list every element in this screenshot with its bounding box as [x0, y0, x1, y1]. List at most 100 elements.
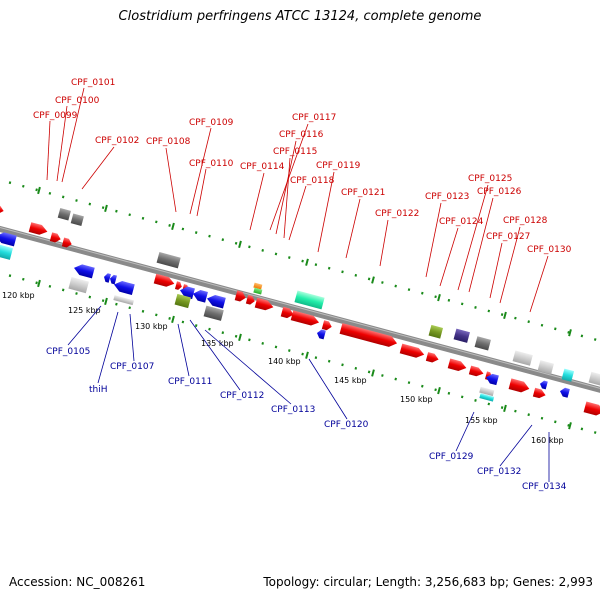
gene-feature-box[interactable] [474, 336, 491, 351]
gene-label[interactable]: CPF_0114 [240, 162, 285, 172]
forward-gene-arrow[interactable] [508, 378, 531, 394]
forward-gene-arrow[interactable] [280, 306, 295, 320]
lower-tick [554, 420, 557, 424]
forward-gene-arrow[interactable] [425, 352, 440, 364]
forward-gene-arrow[interactable] [468, 365, 485, 378]
gene-feature-box[interactable] [174, 293, 191, 309]
gene-feature-box[interactable] [156, 252, 181, 269]
forward-gene-arrow[interactable] [28, 222, 49, 236]
reverse-gene-arrow[interactable] [73, 263, 95, 279]
scale-label: 145 kbp [334, 376, 367, 385]
scale-label: 135 kbp [201, 339, 234, 348]
gene-feature-box[interactable] [70, 213, 84, 226]
reverse-gene-arrow[interactable] [113, 279, 135, 296]
major-tick [568, 422, 572, 430]
gene-label[interactable]: CPF_0111 [168, 377, 212, 387]
forward-gene-arrow[interactable] [532, 387, 547, 400]
gene-label[interactable]: CPF_0127 [486, 232, 530, 242]
lower-tick [208, 327, 211, 331]
reverse-gene-arrow[interactable] [103, 273, 111, 283]
gene-feature-box[interactable] [479, 386, 495, 397]
gene-label[interactable]: CPF_0126 [477, 187, 522, 197]
forward-gene-arrow[interactable] [447, 358, 468, 373]
gene-label[interactable]: CPF_0128 [503, 216, 548, 226]
gene-label[interactable]: CPF_0110 [189, 159, 234, 169]
forward-gene-arrow[interactable] [0, 204, 5, 215]
reverse-gene-arrow[interactable] [316, 329, 326, 340]
reverse-gene-arrow[interactable] [192, 288, 208, 303]
gene-label[interactable]: CPF_0122 [375, 209, 419, 219]
gene-label[interactable]: CPF_0113 [271, 405, 315, 415]
gene-feature-box[interactable] [203, 305, 224, 321]
forward-gene-arrow[interactable] [234, 290, 247, 302]
reverse-gene-arrow[interactable] [559, 387, 570, 398]
gene-feature-box[interactable] [113, 295, 134, 306]
gene-label[interactable]: CPF_0124 [439, 217, 484, 227]
reverse-gene-arrow[interactable] [206, 293, 226, 309]
gene-label[interactable]: CPF_0116 [279, 130, 324, 140]
gene-label[interactable]: CPF_0119 [316, 161, 361, 171]
reverse-gene-arrow[interactable] [539, 380, 548, 390]
forward-gene-arrow[interactable] [254, 297, 275, 312]
lower-tick [115, 302, 118, 306]
gene-feature-box[interactable] [57, 207, 71, 221]
gene-feature-box[interactable] [512, 350, 533, 366]
gene-label[interactable]: CPF_0109 [189, 118, 234, 128]
gene-feature-box[interactable] [479, 393, 495, 402]
gene-label[interactable]: CPF_0107 [110, 362, 154, 372]
lower-tick [514, 409, 517, 413]
forward-gene-arrow[interactable] [174, 281, 183, 290]
upper-tick [314, 263, 318, 267]
gene-label[interactable]: CPF_0120 [324, 420, 369, 430]
forward-gene-arrow[interactable] [321, 320, 333, 331]
genome-title: Clostridium perfringens ATCC 13124, comp… [118, 9, 482, 24]
gene-label[interactable]: CPF_0121 [341, 188, 385, 198]
gene-label[interactable]: CPF_0118 [290, 176, 335, 186]
gene-label[interactable]: CPF_0115 [273, 147, 317, 157]
gene-label[interactable]: CPF_0108 [146, 137, 191, 147]
gene-label[interactable]: CPF_0132 [477, 467, 521, 477]
forward-gene-arrow[interactable] [290, 310, 321, 327]
upper-tick [208, 234, 211, 238]
gene-label[interactable]: CPF_0105 [46, 347, 90, 357]
gene-label[interactable]: CPF_0123 [425, 192, 469, 202]
upper-tick [61, 195, 65, 199]
upper-tick [514, 316, 517, 320]
forward-gene-arrow[interactable] [339, 323, 399, 349]
gene-feature-box[interactable] [0, 243, 13, 260]
forward-gene-arrow[interactable] [583, 401, 600, 417]
reverse-gene-arrow[interactable] [0, 231, 17, 247]
forward-gene-arrow[interactable] [153, 273, 176, 289]
gene-feature-box[interactable] [588, 371, 600, 387]
forward-gene-arrow[interactable] [61, 237, 73, 249]
gene-label[interactable]: CPF_0112 [220, 391, 264, 401]
gene-feature-box[interactable] [253, 287, 263, 295]
gene-feature-box[interactable] [253, 282, 263, 290]
gene-feature-box[interactable] [294, 290, 325, 310]
gene-feature-box[interactable] [428, 324, 444, 339]
reverse-gene-arrow[interactable] [485, 372, 499, 386]
gene-label[interactable]: CPF_0125 [468, 174, 512, 184]
gene-feature-box[interactable] [453, 328, 470, 343]
gene-label[interactable]: thiH [89, 385, 108, 395]
gene-feature-box[interactable] [537, 360, 554, 375]
lower-tick [61, 288, 65, 292]
gene-label[interactable]: CPF_0129 [429, 452, 474, 462]
leader-line [67, 305, 102, 346]
gene-label[interactable]: CPF_0134 [522, 482, 567, 492]
gene-label[interactable]: CPF_0117 [292, 113, 336, 123]
forward-gene-arrow[interactable] [245, 294, 256, 306]
gene-label[interactable]: CPF_0101 [71, 78, 115, 88]
gene-label[interactable]: CPF_0102 [95, 136, 139, 146]
gene-label[interactable]: CPF_0100 [55, 96, 100, 106]
gene-feature-box[interactable] [561, 368, 575, 382]
reverse-gene-arrow[interactable] [109, 274, 117, 285]
backbone-line [0, 225, 600, 393]
reverse-gene-arrow[interactable] [179, 285, 195, 300]
gene-label[interactable]: CPF_0130 [527, 245, 572, 255]
forward-gene-arrow[interactable] [49, 232, 62, 243]
lower-tick [181, 320, 185, 324]
gene-feature-box[interactable] [68, 276, 89, 294]
forward-gene-arrow[interactable] [399, 343, 426, 360]
gene-label[interactable]: CPF_0099 [33, 111, 78, 121]
